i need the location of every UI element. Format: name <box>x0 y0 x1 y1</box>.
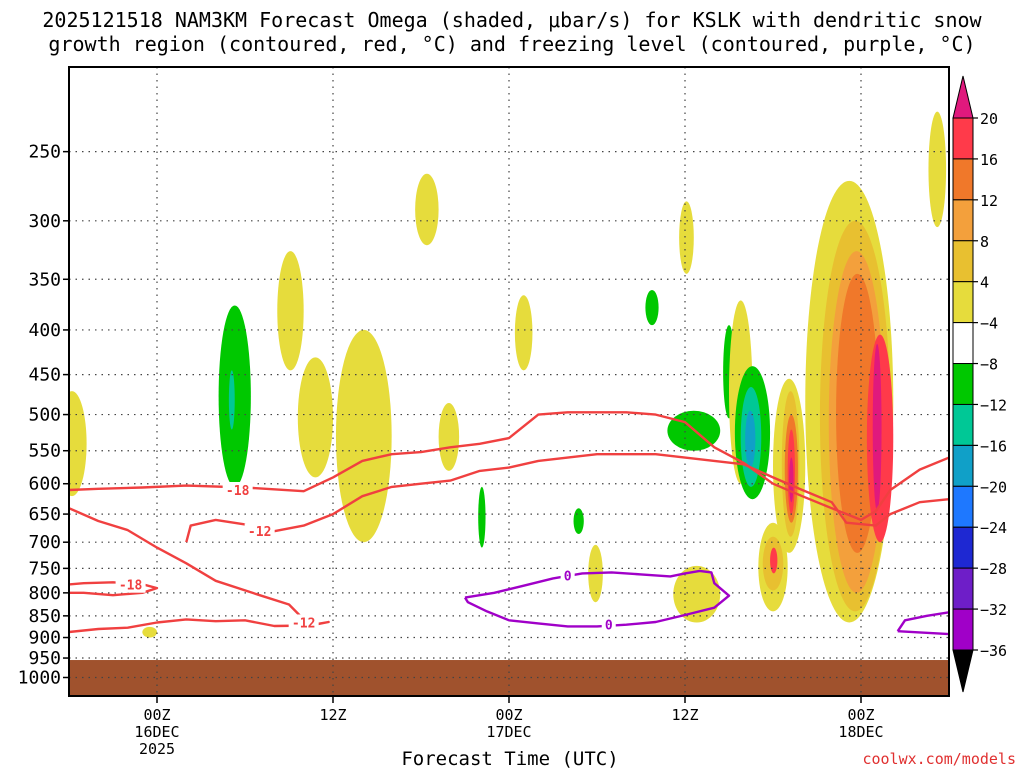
omega-region-36 <box>928 111 947 228</box>
colorbar-box-8 <box>952 444 974 487</box>
omega-region-5 <box>297 357 333 478</box>
dgz-contour-2 <box>69 506 330 634</box>
x-tick-label-4: 00Z <box>847 706 874 724</box>
omega-region-10 <box>514 295 533 371</box>
omega-region-8 <box>438 403 460 471</box>
colorbar-box-2 <box>952 199 974 242</box>
colorbar-box-9 <box>952 485 974 528</box>
colorbar-box-10 <box>952 526 974 569</box>
colorbar-label-10: −24 <box>980 519 1007 537</box>
omega-region-33 <box>836 273 879 553</box>
omega-region-0 <box>69 391 87 497</box>
dgz-contour-label-bg-2 <box>244 523 275 540</box>
x-tick-date-2: 17DEC <box>486 723 531 741</box>
omega-region-2 <box>218 305 251 487</box>
y-tick-label-950: 950 <box>28 648 61 669</box>
y-tick-label-750: 750 <box>28 558 61 579</box>
y-tick-label-300: 300 <box>28 211 61 232</box>
y-tick-label-500: 500 <box>28 405 61 426</box>
omega-region-1 <box>142 626 158 638</box>
chart-title-line-2: growth region (contoured, red, °C) and f… <box>48 32 976 56</box>
colorbar-box-1 <box>952 158 974 201</box>
freezing-contour-label-0: 0 <box>564 569 572 584</box>
colorbar-box-3 <box>952 240 974 283</box>
dgz-contour-3 <box>185 453 949 543</box>
colorbar-label-8: −16 <box>980 437 1007 455</box>
omega-region-9 <box>478 486 486 548</box>
y-tick-label-600: 600 <box>28 474 61 495</box>
colorbar-box-5 <box>952 322 974 365</box>
omega-region-4 <box>277 251 304 371</box>
colorbar-top-arrow <box>952 75 974 119</box>
freezing-contour-0 <box>463 569 731 628</box>
watermark: coolwx.com/models <box>862 750 1016 768</box>
colorbar-label-9: −20 <box>980 478 1007 496</box>
colorbar-label-7: −12 <box>980 396 1007 414</box>
colorbar-label-4: 4 <box>980 274 989 292</box>
dgz-contour-label-0: -18 <box>226 484 250 499</box>
y-tick-label-550: 550 <box>28 441 61 462</box>
colorbar-box-6 <box>952 363 974 405</box>
colorbar-box-4 <box>952 281 974 324</box>
omega-region-24 <box>770 547 778 574</box>
y-tick-label-250: 250 <box>28 142 61 163</box>
omega-region-35 <box>872 343 882 512</box>
colorbar-box-12 <box>952 608 974 651</box>
omega-region-6 <box>335 329 392 543</box>
x-tick-date-0: 16DEC <box>134 723 179 741</box>
colorbar-box-11 <box>952 567 974 610</box>
dgz-contour-1 <box>69 581 159 597</box>
x-tick-label-3: 12Z <box>671 706 698 724</box>
x-tick-year-0: 2025 <box>139 740 175 758</box>
colorbar-label-2: 12 <box>980 192 998 210</box>
y-tick-label-800: 800 <box>28 583 61 604</box>
y-tick-label-700: 700 <box>28 532 61 553</box>
freezing-contour-label-1: 0 <box>605 619 613 634</box>
dgz-contour-label-2: -12 <box>248 525 271 540</box>
dgz-contour-label-bg-0 <box>222 481 253 498</box>
y-tick-label-650: 650 <box>28 504 61 525</box>
omega-region-11 <box>573 508 584 534</box>
colorbar-box-7 <box>952 403 974 446</box>
x-tick-label-2: 00Z <box>495 706 522 724</box>
y-tick-label-1000: 1000 <box>18 667 61 688</box>
chart-title-line-1: 2025121518 NAM3KM Forecast Omega (shaded… <box>42 8 982 32</box>
freezing-contour-2 <box>897 630 949 636</box>
colorbar-label-1: 16 <box>980 151 998 169</box>
y-tick-label-850: 850 <box>28 606 61 627</box>
x-tick-label-0: 00Z <box>143 706 170 724</box>
omega-region-14 <box>679 201 694 274</box>
colorbar-label-0: 20 <box>980 110 998 128</box>
dgz-contour-0 <box>69 411 949 522</box>
y-tick-label-350: 350 <box>28 269 61 290</box>
omega-region-29 <box>789 457 794 503</box>
x-tick-label-1: 12Z <box>319 706 346 724</box>
colorbar-label-11: −28 <box>980 560 1007 578</box>
freezing-contour-1 <box>896 611 949 632</box>
freezing-contour-label-bg-0 <box>560 567 575 584</box>
dgz-contour-label-3: -12 <box>292 616 315 631</box>
dgz-contour-label-bg-3 <box>288 614 319 631</box>
colorbar-label-5: −4 <box>980 315 998 333</box>
y-tick-label-900: 900 <box>28 628 61 649</box>
colorbar-box-0 <box>952 117 974 160</box>
dgz-contour-label-bg-1 <box>115 576 146 593</box>
colorbar-bottom-arrow <box>952 649 974 693</box>
omega-region-7 <box>415 173 439 246</box>
y-tick-label-400: 400 <box>28 320 61 341</box>
x-axis-title: Forecast Time (UTC) <box>401 748 618 768</box>
omega-region-3 <box>228 370 235 430</box>
dgz-contour-label-1: -18 <box>119 579 143 594</box>
colorbar-label-13: −36 <box>980 642 1007 660</box>
colorbar-label-12: −32 <box>980 601 1007 619</box>
y-tick-label-450: 450 <box>28 365 61 386</box>
colorbar-label-6: −8 <box>980 356 998 374</box>
omega-region-21 <box>745 410 756 468</box>
colorbar-label-3: 8 <box>980 233 989 251</box>
freezing-contour-label-bg-1 <box>601 616 616 633</box>
x-tick-date-4: 18DEC <box>838 723 883 741</box>
omega-region-13 <box>645 289 659 326</box>
